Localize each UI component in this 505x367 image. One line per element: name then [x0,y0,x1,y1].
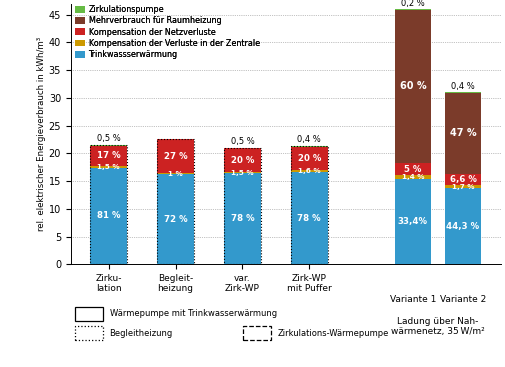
Legend: Zirkulationspumpe, Mehrverbrauch für Raumheizung, Kompensation der Netzverluste,: Zirkulationspumpe, Mehrverbrauch für Rau… [75,5,259,59]
Text: 1,4 %: 1,4 % [401,174,423,180]
Text: Wärmepumpe mit Trinkwasserwärmung: Wärmepumpe mit Trinkwasserwärmung [110,309,276,318]
Text: 0,4 %: 0,4 % [450,82,474,91]
Bar [90,166,127,168]
Text: Begleitheizung: Begleitheizung [110,329,173,338]
Text: 17 %: 17 % [97,151,120,160]
Bar [394,10,430,163]
Bar [157,173,193,174]
Text: 20 %: 20 % [297,154,320,163]
Y-axis label: rel. elektrischer Energieverbrauch in kWh/m³: rel. elektrischer Energieverbrauch in kW… [37,37,46,231]
Bar [444,92,480,93]
Text: 0,4 %: 0,4 % [297,135,321,145]
Bar [444,185,480,188]
Bar [157,139,193,173]
Text: 1,5 %: 1,5 % [231,170,253,175]
Bar [157,174,193,264]
Bar [90,168,127,264]
Text: 72 %: 72 % [164,215,187,224]
Text: Zirkulations-Wärmepumpe: Zirkulations-Wärmepumpe [277,329,388,338]
FancyBboxPatch shape [242,326,270,341]
Text: 44,3 %: 44,3 % [445,222,479,231]
Bar [394,163,430,175]
Text: 0,5 %: 0,5 % [96,134,120,143]
Bar [444,188,480,264]
Text: 1 %: 1 % [168,171,183,177]
Text: Ladung über Nah-
wärmenetz, 35 W/m²: Ladung über Nah- wärmenetz, 35 W/m² [390,317,484,337]
Text: 78 %: 78 % [230,214,254,224]
Bar [224,174,260,264]
Bar [224,148,260,172]
Text: 47 %: 47 % [449,128,475,138]
Bar [394,9,430,10]
Bar [290,146,327,147]
Text: 27 %: 27 % [164,152,187,161]
Text: Variante 2: Variante 2 [439,295,485,304]
Text: 1,7 %: 1,7 % [451,184,473,190]
Text: 0,2 %: 0,2 % [400,0,424,8]
Text: 81 %: 81 % [97,211,120,221]
FancyBboxPatch shape [75,306,103,321]
Text: 20 %: 20 % [230,156,254,164]
Bar [290,172,327,264]
Bar [224,172,260,174]
Bar [290,146,327,264]
Text: 6,6 %: 6,6 % [448,175,476,184]
Text: Variante 1: Variante 1 [389,295,435,304]
Bar [224,148,260,264]
Text: 60 %: 60 % [399,81,425,91]
Text: 78 %: 78 % [297,214,321,223]
Text: 1,6 %: 1,6 % [297,168,320,174]
Text: 33,4%: 33,4% [397,217,427,226]
FancyBboxPatch shape [75,326,103,341]
Bar [157,139,193,264]
Bar [444,93,480,174]
Text: 0,5 %: 0,5 % [230,137,254,146]
Bar [444,174,480,185]
Bar [394,179,430,264]
Bar [90,145,127,146]
Text: 1,5 %: 1,5 % [97,164,120,170]
Bar [290,170,327,172]
Text: 5 %: 5 % [403,165,421,174]
Bar [90,146,127,166]
Bar [290,147,327,170]
Bar [394,175,430,179]
Bar [90,145,127,264]
